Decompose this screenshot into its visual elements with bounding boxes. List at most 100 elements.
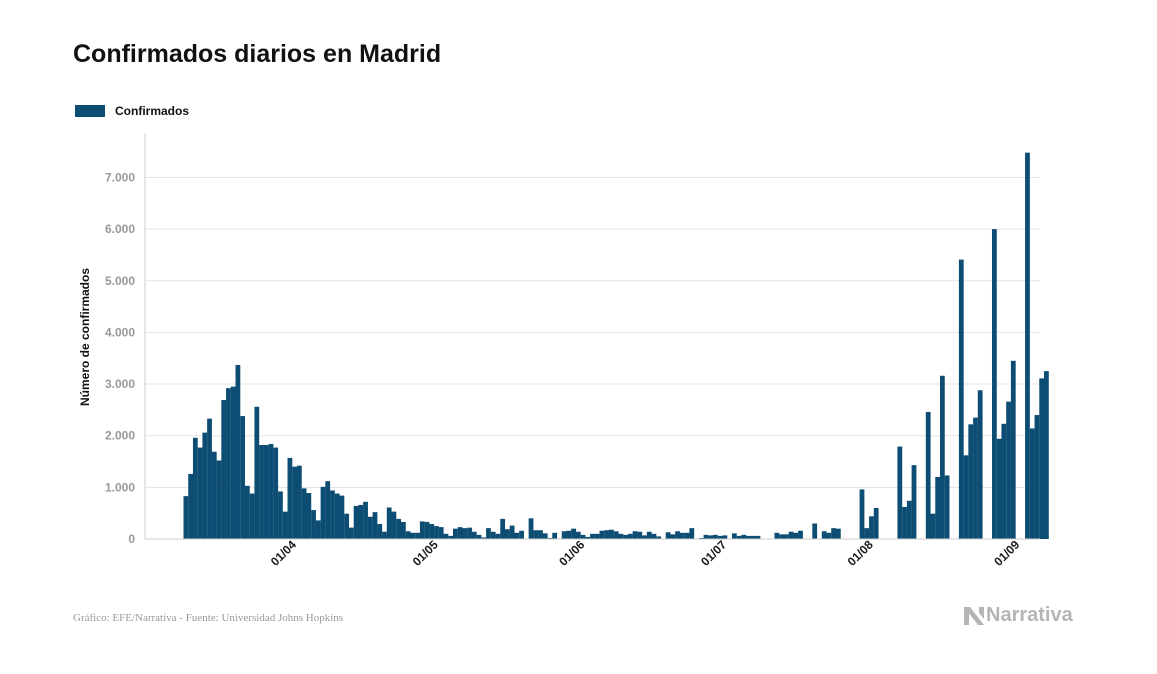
bar — [835, 528, 841, 539]
bar — [391, 511, 397, 539]
legend-swatch — [75, 105, 105, 117]
bar — [670, 534, 676, 539]
bar — [240, 416, 246, 539]
bar — [755, 535, 761, 539]
bar — [306, 493, 312, 539]
bar — [831, 528, 837, 539]
bar — [609, 529, 614, 539]
bar — [561, 531, 567, 539]
bar — [533, 530, 539, 539]
bar — [1034, 415, 1040, 539]
chart-title: Confirmados diarios en Madrid — [73, 40, 442, 68]
bar — [646, 531, 652, 539]
brand-logo: Narrativa — [964, 604, 1073, 627]
bar — [202, 432, 208, 539]
bar — [1029, 428, 1035, 539]
bar — [500, 518, 506, 539]
bar — [675, 531, 680, 539]
bar — [348, 527, 354, 539]
bar — [400, 521, 406, 539]
legend: Confirmados — [75, 104, 189, 118]
bar — [344, 513, 350, 539]
bar — [405, 531, 411, 539]
bar — [783, 534, 789, 539]
bar — [282, 511, 288, 539]
bar — [722, 535, 728, 539]
bar — [580, 534, 586, 539]
bar — [320, 486, 326, 539]
bar — [812, 523, 818, 539]
brand-name: Narrativa — [986, 604, 1073, 626]
bar — [382, 531, 387, 539]
bar — [717, 535, 723, 539]
y-tick-label: 0 — [128, 532, 135, 546]
bar — [798, 530, 803, 539]
bar — [226, 388, 231, 539]
bar — [301, 488, 307, 539]
y-tick-label: 1.000 — [105, 480, 135, 494]
bar — [443, 533, 449, 540]
bar — [386, 507, 392, 539]
bar — [353, 505, 359, 539]
bar — [457, 527, 463, 539]
bar — [703, 534, 709, 539]
bar — [514, 532, 520, 539]
bar — [873, 508, 879, 539]
bar — [590, 533, 595, 540]
bar — [627, 533, 633, 540]
bar — [708, 535, 714, 539]
bar — [958, 259, 964, 539]
bar — [244, 485, 250, 539]
bar — [906, 500, 912, 539]
bar — [689, 528, 695, 539]
bar — [656, 536, 662, 539]
bar — [1010, 360, 1016, 539]
bar — [249, 493, 255, 539]
bar — [467, 527, 472, 539]
bar — [462, 528, 468, 539]
bar — [599, 530, 605, 539]
bar — [377, 524, 383, 539]
bar — [207, 418, 212, 539]
bar — [859, 489, 865, 539]
bar — [490, 531, 496, 539]
x-tick-label: 01/05 — [410, 537, 441, 568]
bar — [793, 532, 799, 539]
bar — [415, 532, 420, 539]
bar — [372, 512, 378, 539]
bar — [325, 481, 331, 539]
bar — [538, 530, 543, 539]
bar — [188, 473, 194, 539]
bar — [902, 506, 907, 539]
bar — [296, 465, 302, 539]
bar — [869, 516, 874, 539]
x-tick-label: 01/04 — [268, 537, 299, 568]
y-axis-title: Número de confirmados — [78, 268, 92, 406]
narrativa-logo-icon — [964, 606, 984, 625]
bar — [991, 229, 997, 539]
bar — [330, 490, 335, 539]
x-tick-label: 01/09 — [991, 537, 1022, 568]
bar — [429, 524, 435, 539]
bar — [396, 518, 402, 539]
bar — [434, 526, 439, 539]
bar — [930, 513, 936, 539]
bar — [736, 535, 742, 539]
y-tick-label: 7.000 — [105, 170, 135, 184]
bar — [651, 533, 657, 540]
bar — [448, 535, 454, 539]
bar — [973, 417, 978, 539]
bar — [1039, 378, 1045, 539]
bar — [571, 528, 576, 539]
bar — [632, 531, 638, 539]
bar — [774, 532, 780, 539]
bar — [486, 528, 491, 539]
bar — [410, 532, 416, 539]
bar — [273, 447, 279, 539]
bar — [637, 531, 643, 539]
bar — [1001, 423, 1007, 539]
bar — [542, 533, 548, 539]
bar — [358, 504, 364, 539]
bar — [642, 535, 647, 539]
bar — [453, 528, 458, 539]
